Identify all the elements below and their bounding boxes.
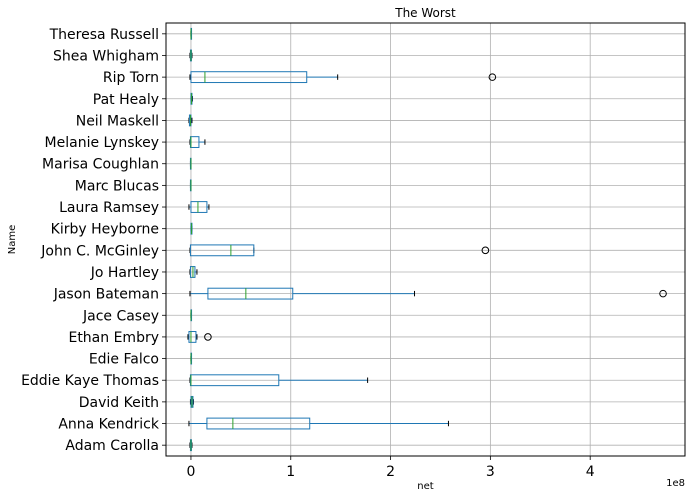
box-anna-kendrick — [188, 417, 449, 430]
y-tick-label: Pat Healy — [93, 92, 159, 108]
x-tick-label: 0 — [186, 464, 195, 480]
y-tick-label: Marc Blucas — [75, 178, 159, 194]
box-rip-torn — [189, 71, 497, 84]
box-laura-ramsey — [188, 201, 210, 213]
y-tick-label: Laura Ramsey — [59, 200, 159, 216]
x-axis-label: net — [417, 481, 433, 492]
box-david-keith — [189, 395, 194, 408]
box-body — [189, 244, 255, 257]
box-john-c-mcginley — [189, 244, 490, 257]
tick-layer: 0 1 2 3 4 Adam Carolla Anna Kendrick David Keit… — [21, 27, 595, 480]
y-tick-label: Neil Maskell — [76, 113, 159, 129]
x-tick-label: 4 — [586, 464, 595, 480]
x-tick-label: 1 — [286, 464, 295, 480]
box-body — [190, 71, 308, 84]
box-body — [188, 331, 197, 343]
box-eddie-kaye-thomas — [189, 374, 369, 387]
outlier-point — [488, 73, 497, 81]
chart-title: The Worst — [394, 6, 456, 20]
box-body — [206, 417, 311, 430]
y-tick-label: Eddie Kaye Thomas — [21, 373, 159, 389]
outlier-point — [204, 333, 212, 341]
y-tick-label: Jace Casey — [82, 308, 159, 324]
box-jason-bateman — [189, 287, 667, 300]
box-jace-casey — [190, 309, 193, 322]
box-jo-hartley — [189, 266, 198, 278]
x-tick-label: 2 — [386, 464, 395, 480]
y-tick-label: David Keith — [79, 395, 159, 411]
box-shea-whigham — [189, 49, 193, 62]
box-body — [190, 201, 208, 213]
y-tick-label: Anna Kendrick — [58, 417, 160, 433]
y-tick-label: Jason Bateman — [53, 287, 159, 303]
y-tick-label: Melanie Lynskey — [45, 135, 159, 151]
box-marisa-coughlan — [189, 157, 192, 170]
y-tick-label: Marisa Coughlan — [42, 157, 159, 173]
box-ethan-embry — [187, 331, 212, 343]
grid-layer — [166, 23, 685, 456]
x-axis-offset-label: 1e8 — [666, 478, 685, 489]
box-layer — [187, 27, 667, 452]
box-body — [207, 287, 294, 300]
box-neil-maskell — [188, 114, 193, 127]
box-kirby-heyborne — [190, 222, 193, 235]
outlier-point — [481, 246, 490, 255]
box-theresa-russell — [190, 27, 193, 40]
box-pat-healy — [190, 92, 193, 105]
box-edie-falco — [190, 352, 193, 365]
y-tick-label: Rip Torn — [103, 70, 159, 86]
y-axis-label: Name — [7, 225, 18, 255]
y-tick-label: Adam Carolla — [65, 438, 159, 454]
box-marc-blucas — [189, 179, 192, 192]
y-tick-label: John C. McGinley — [40, 243, 159, 259]
plot-frame — [165, 22, 686, 457]
y-tick-label: Jo Hartley — [90, 265, 159, 281]
box-adam-carolla — [189, 439, 193, 452]
x-tick-label: 3 — [486, 464, 495, 480]
y-tick-label: Shea Whigham — [53, 48, 159, 64]
y-tick-label: Theresa Russell — [49, 27, 159, 43]
y-tick-label: Edie Falco — [89, 352, 159, 368]
y-tick-label: Ethan Embry — [68, 330, 159, 346]
y-tick-label: Kirby Heyborne — [51, 222, 159, 238]
outlier-point — [659, 289, 667, 298]
box-melanie-lynskey — [189, 136, 206, 148]
